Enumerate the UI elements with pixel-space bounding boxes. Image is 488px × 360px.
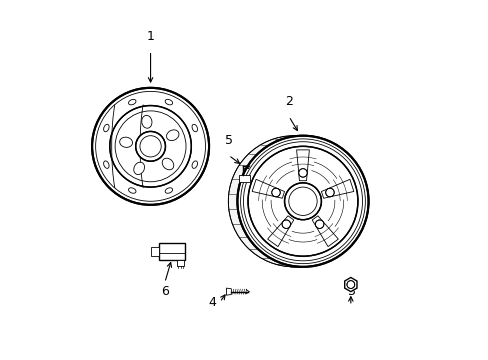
- Circle shape: [228, 136, 359, 267]
- Circle shape: [325, 188, 333, 197]
- Polygon shape: [321, 179, 353, 198]
- Bar: [150, 247, 158, 256]
- Circle shape: [237, 136, 368, 267]
- Ellipse shape: [128, 99, 136, 105]
- Circle shape: [346, 281, 354, 288]
- Polygon shape: [239, 175, 249, 182]
- Polygon shape: [252, 179, 284, 198]
- Circle shape: [298, 168, 306, 177]
- Text: 1: 1: [146, 30, 154, 43]
- Polygon shape: [226, 288, 231, 295]
- Circle shape: [282, 220, 290, 229]
- Ellipse shape: [120, 137, 132, 147]
- Ellipse shape: [166, 130, 179, 141]
- Ellipse shape: [103, 161, 109, 168]
- Polygon shape: [344, 278, 356, 292]
- Text: 2: 2: [285, 95, 292, 108]
- Ellipse shape: [134, 162, 144, 175]
- Ellipse shape: [103, 124, 109, 132]
- Text: 3: 3: [346, 285, 354, 298]
- Circle shape: [271, 188, 280, 197]
- Circle shape: [247, 146, 357, 256]
- Ellipse shape: [192, 161, 197, 168]
- Ellipse shape: [165, 188, 172, 193]
- Polygon shape: [267, 216, 293, 247]
- Bar: [158, 243, 185, 260]
- Polygon shape: [296, 150, 309, 181]
- Ellipse shape: [192, 124, 197, 132]
- Ellipse shape: [162, 158, 173, 170]
- Ellipse shape: [165, 99, 172, 105]
- Polygon shape: [311, 216, 338, 247]
- Text: 6: 6: [161, 284, 168, 298]
- Bar: [177, 260, 184, 266]
- Text: 5: 5: [224, 134, 232, 147]
- Circle shape: [135, 131, 165, 161]
- Ellipse shape: [142, 115, 152, 128]
- Circle shape: [315, 220, 323, 229]
- Text: 4: 4: [208, 296, 216, 309]
- Circle shape: [110, 105, 191, 187]
- Circle shape: [284, 183, 321, 220]
- Circle shape: [92, 88, 209, 205]
- Ellipse shape: [128, 188, 136, 193]
